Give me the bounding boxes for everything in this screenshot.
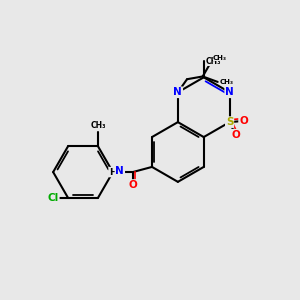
Text: CH₃: CH₃ — [220, 79, 234, 85]
Text: N: N — [173, 87, 182, 97]
Text: O: O — [239, 116, 248, 126]
Text: Cl: Cl — [47, 193, 59, 203]
Text: O: O — [231, 130, 240, 140]
Text: N: N — [225, 87, 234, 97]
Text: CH₃: CH₃ — [90, 121, 106, 130]
Text: CH₃: CH₃ — [206, 57, 221, 66]
Text: N: N — [116, 166, 124, 176]
Text: CH₃: CH₃ — [213, 55, 226, 61]
Text: H: H — [109, 168, 117, 177]
Text: O: O — [128, 180, 137, 190]
Text: S: S — [226, 117, 233, 127]
